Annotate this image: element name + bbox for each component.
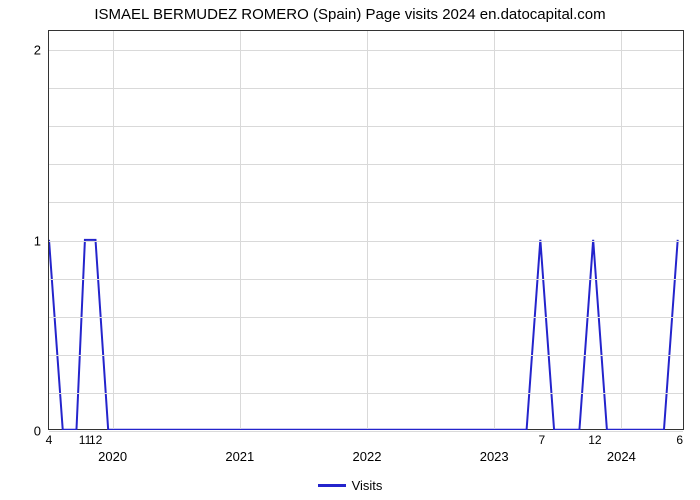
- x-tick-label-minor: 4: [46, 429, 53, 447]
- plot-area: 01220202021202220232024411127126: [48, 30, 684, 430]
- y-minor-gridline: [49, 393, 683, 394]
- y-minor-gridline: [49, 355, 683, 356]
- x-gridline: [494, 31, 495, 429]
- x-gridline: [113, 31, 114, 429]
- x-tick-label-minor: 12: [588, 429, 601, 447]
- x-tick-label-major: 2021: [225, 429, 254, 464]
- x-tick-label-minor: 12: [89, 429, 102, 447]
- x-tick-label-major: 2020: [98, 429, 127, 464]
- x-tick-label-minor: 7: [539, 429, 546, 447]
- y-tick-label: 2: [34, 43, 49, 58]
- chart-title: ISMAEL BERMUDEZ ROMERO (Spain) Page visi…: [0, 6, 700, 23]
- legend-swatch: [318, 484, 346, 487]
- y-gridline: [49, 241, 683, 242]
- y-minor-gridline: [49, 126, 683, 127]
- legend: Visits: [0, 478, 700, 493]
- series-line: [49, 31, 683, 430]
- y-minor-gridline: [49, 202, 683, 203]
- y-minor-gridline: [49, 279, 683, 280]
- y-minor-gridline: [49, 164, 683, 165]
- chart-container: ISMAEL BERMUDEZ ROMERO (Spain) Page visi…: [0, 0, 700, 500]
- x-gridline: [367, 31, 368, 429]
- x-tick-label-minor: 6: [676, 429, 683, 447]
- x-tick-label-major: 2023: [480, 429, 509, 464]
- x-tick-label-major: 2024: [607, 429, 636, 464]
- y-minor-gridline: [49, 317, 683, 318]
- x-tick-label-major: 2022: [353, 429, 382, 464]
- y-tick-label: 1: [34, 233, 49, 248]
- legend-label: Visits: [352, 478, 383, 493]
- x-gridline: [621, 31, 622, 429]
- y-gridline: [49, 50, 683, 51]
- x-gridline: [240, 31, 241, 429]
- y-minor-gridline: [49, 88, 683, 89]
